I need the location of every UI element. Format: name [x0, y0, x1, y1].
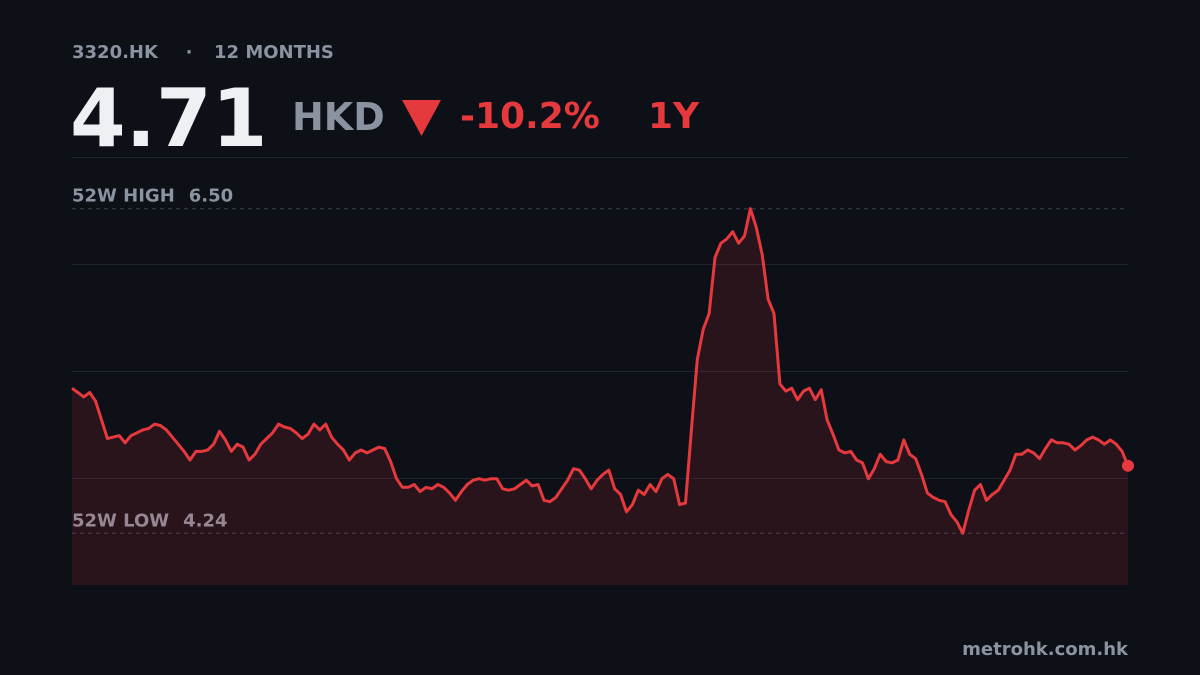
reference-name: 52W HIGH [72, 186, 175, 207]
area [72, 208, 1128, 585]
reference-value: 4.24 [183, 510, 227, 531]
price-line [71, 207, 1130, 535]
source: metrohk.com.hk [962, 639, 1129, 660]
separator: · [186, 42, 193, 63]
down-arrow [402, 100, 441, 136]
reference-label: 52W HIGH 6.50 [72, 186, 233, 207]
last-point [1122, 459, 1134, 472]
range: 1Y [648, 96, 700, 137]
price: 4.71 [70, 72, 267, 165]
reference-value: 6.50 [189, 186, 233, 207]
currency: HKD [292, 95, 385, 139]
change: -10.2% [460, 96, 600, 137]
reference-label: 52W LOW 4.24 [72, 510, 228, 531]
period: 12 MONTHS [214, 42, 334, 63]
reference-name: 52W LOW [72, 510, 169, 531]
ticker: 3320.HK [72, 42, 159, 63]
